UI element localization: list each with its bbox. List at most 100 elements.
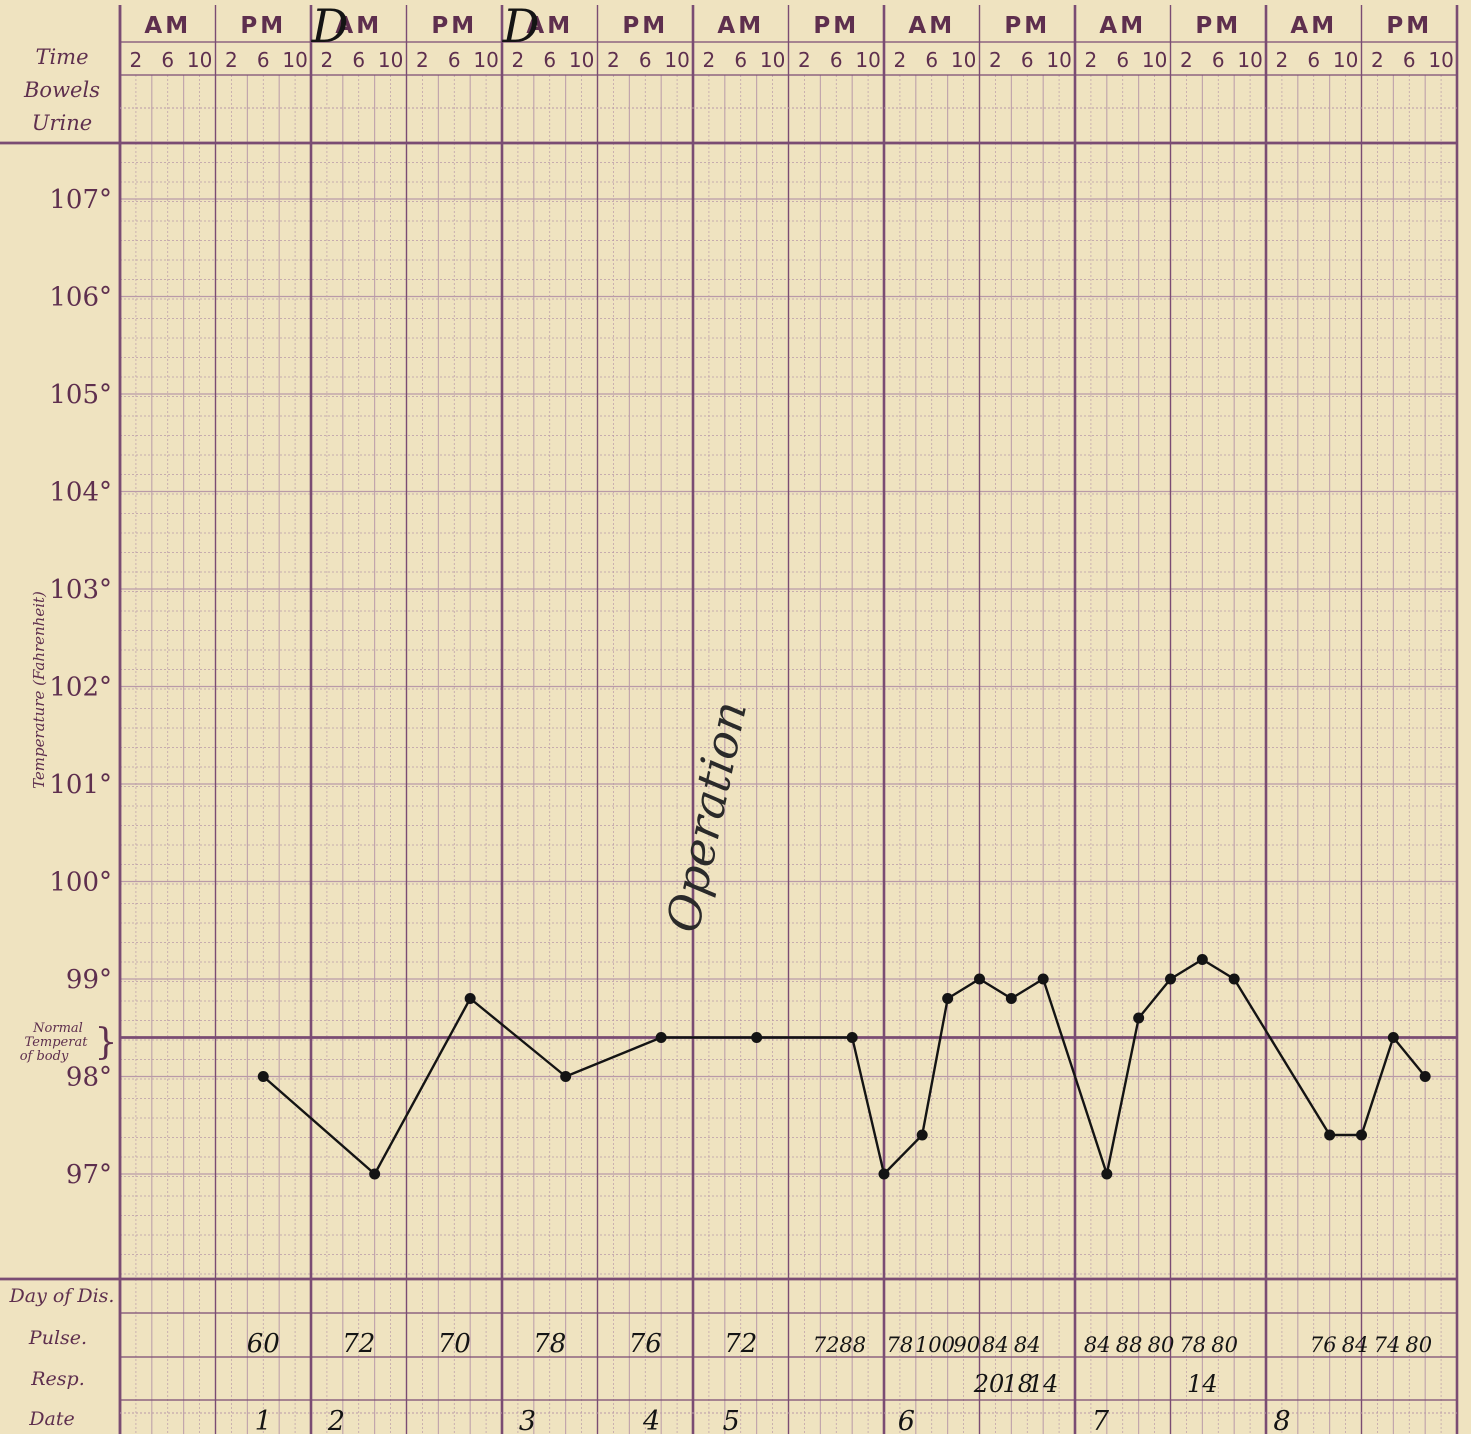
y-tick-label: 105°	[49, 380, 112, 410]
hour-header-label: 6	[1403, 48, 1416, 72]
hour-header-label: 10	[1333, 48, 1358, 72]
pulse-value: 100	[915, 1333, 955, 1357]
date-value: 3	[519, 1406, 536, 1434]
y-tick-label: 100°	[49, 868, 112, 898]
hour-header-label: 2	[512, 48, 525, 72]
y-tick-label: 107°	[49, 185, 112, 215]
temperature-point	[878, 1168, 890, 1180]
hour-header-label: 6	[830, 48, 843, 72]
hour-header-label: 6	[352, 48, 365, 72]
pm-header-label: PM	[240, 13, 286, 39]
pulse-value: 70	[438, 1329, 471, 1359]
pulse-value: 88	[1116, 1333, 1143, 1357]
hour-header-label: 2	[225, 48, 238, 72]
hour-header-label: 10	[473, 48, 498, 72]
hour-header-label: 10	[1046, 48, 1071, 72]
hour-header-label: 10	[282, 48, 307, 72]
hour-header-label: 10	[1428, 48, 1453, 72]
y-axis-ticks: 97° 98° 99° 100° 101° 102° 103° 104° 105° 106° 107…	[49, 185, 112, 1190]
hour-header-label: 2	[416, 48, 429, 72]
urine-row-label: Urine	[32, 111, 92, 135]
resp-value: 14	[1028, 1370, 1059, 1398]
pulse-value: 84	[1084, 1333, 1111, 1357]
temperature-series	[257, 954, 1431, 1180]
pulse-value: 90	[953, 1333, 980, 1357]
date-value: 8	[1273, 1406, 1290, 1434]
date-value: 1	[255, 1406, 272, 1434]
hour-header-label: 2	[798, 48, 811, 72]
temperature-point	[1101, 1168, 1113, 1180]
hour-header-label: 2	[1276, 48, 1289, 72]
y-tick-label: 97°	[66, 1160, 112, 1190]
time-row-label: Time	[35, 45, 88, 69]
normal-label-line-1: Normal	[32, 1021, 83, 1036]
pm-header-label: PM	[1195, 13, 1241, 39]
hour-header-label: 6	[1212, 48, 1225, 72]
pulse-value: 72	[342, 1329, 375, 1359]
pulse-value: 7288	[813, 1333, 866, 1357]
normal-label-brace: }	[95, 1022, 118, 1063]
temperature-point	[1356, 1129, 1367, 1141]
pulse-value: 78	[887, 1333, 914, 1357]
date-value: 7	[1092, 1406, 1110, 1434]
temperature-point	[1037, 973, 1049, 985]
day-of-dis-label: Day of Dis.	[9, 1285, 115, 1307]
y-tick-label: 101°	[49, 770, 112, 800]
hour-header-label: 6	[925, 48, 938, 72]
normal-label-line-2: Temperat	[25, 1035, 89, 1050]
handwritten-mark: D	[502, 0, 540, 53]
temperature-point	[942, 993, 954, 1004]
pulse-value: 74	[1374, 1333, 1401, 1357]
am-header-label: AM	[526, 13, 573, 39]
pulse-value: 76	[1310, 1333, 1337, 1357]
hour-header-label: 6	[1116, 48, 1129, 72]
hour-header-label: 2	[703, 48, 716, 72]
temperature-axis-title: Temperature (Fahrenheit)	[30, 591, 48, 789]
hour-header-label: 6	[161, 48, 174, 72]
pulse-value: 72	[724, 1329, 757, 1359]
hour-header-label: 10	[951, 48, 976, 72]
pulse-value: 84	[1014, 1333, 1041, 1357]
hour-header-label: 2	[1180, 48, 1193, 72]
resp-row-label: Resp.	[30, 1368, 85, 1390]
resp-value: 18	[1002, 1370, 1033, 1398]
hour-header-label: 2	[321, 48, 334, 72]
hour-header-label: 10	[187, 48, 212, 72]
hour-header-label: 10	[1237, 48, 1262, 72]
temperature-point	[974, 973, 985, 985]
handwritten-mark: D	[311, 0, 349, 53]
temperature-point	[751, 1032, 763, 1043]
temperature-point	[1165, 973, 1176, 985]
bottom-row-labels: Day of Dis. Pulse. Resp. Date	[9, 1285, 115, 1430]
hour-header-label: 6	[734, 48, 747, 72]
date-value: 4	[642, 1406, 660, 1434]
temperature-point	[1324, 1129, 1336, 1141]
am-header-label: AM	[717, 13, 764, 39]
y-tick-label: 103°	[49, 575, 112, 605]
hour-header-label: 10	[664, 48, 689, 72]
hour-header-label: 6	[1021, 48, 1034, 72]
am-header-label: AM	[144, 13, 191, 39]
pulse-value: 80	[1405, 1333, 1432, 1357]
pm-header-label: PM	[431, 13, 477, 39]
temperature-point	[846, 1032, 858, 1043]
temperature-point	[1133, 1012, 1145, 1024]
pm-header-label: PM	[1386, 13, 1432, 39]
y-tick-label: 102°	[49, 673, 112, 703]
pulse-value: 78	[533, 1329, 566, 1359]
am-header-label: AM	[1099, 13, 1146, 39]
pulse-value: 80	[1211, 1333, 1238, 1357]
bowels-row-label: Bowels	[23, 78, 100, 102]
pulse-value: 76	[629, 1329, 662, 1359]
chart-grid	[0, 5, 1459, 1434]
hour-header-label: 6	[639, 48, 652, 72]
hour-header-label: 10	[1142, 48, 1167, 72]
temperature-point	[369, 1168, 381, 1180]
y-tick-label: 98°	[66, 1063, 112, 1093]
hour-header-label: 10	[378, 48, 403, 72]
am-header-label: AM	[1290, 13, 1337, 39]
hour-header-label: 2	[130, 48, 143, 72]
temperature-point	[1228, 973, 1240, 985]
